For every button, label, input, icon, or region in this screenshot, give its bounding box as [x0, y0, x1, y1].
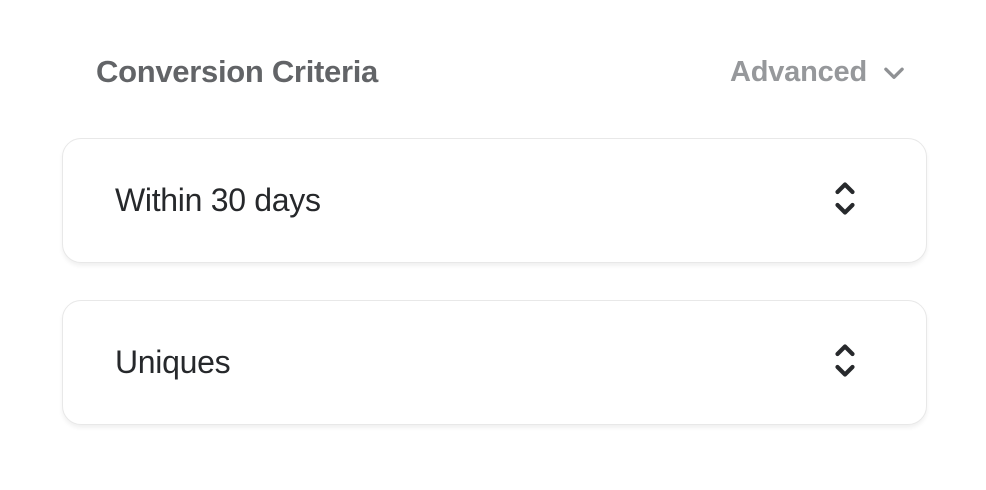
chevron-up-down-icon	[834, 342, 856, 384]
conversion-window-select[interactable]: Within 30 days	[62, 138, 927, 263]
conversion-window-value: Within 30 days	[115, 182, 321, 218]
advanced-toggle-button[interactable]: Advanced	[730, 55, 907, 89]
chevron-up-down-icon	[834, 180, 856, 222]
page-title: Conversion Criteria	[96, 54, 378, 89]
count-method-value: Uniques	[115, 344, 231, 380]
conversion-criteria-panel: Conversion Criteria Advanced Within 30 d…	[0, 52, 986, 490]
count-method-select[interactable]: Uniques	[62, 300, 927, 425]
advanced-toggle-label: Advanced	[730, 55, 867, 88]
panel-header: Conversion Criteria Advanced	[62, 52, 927, 92]
chevron-down-icon	[881, 55, 907, 89]
